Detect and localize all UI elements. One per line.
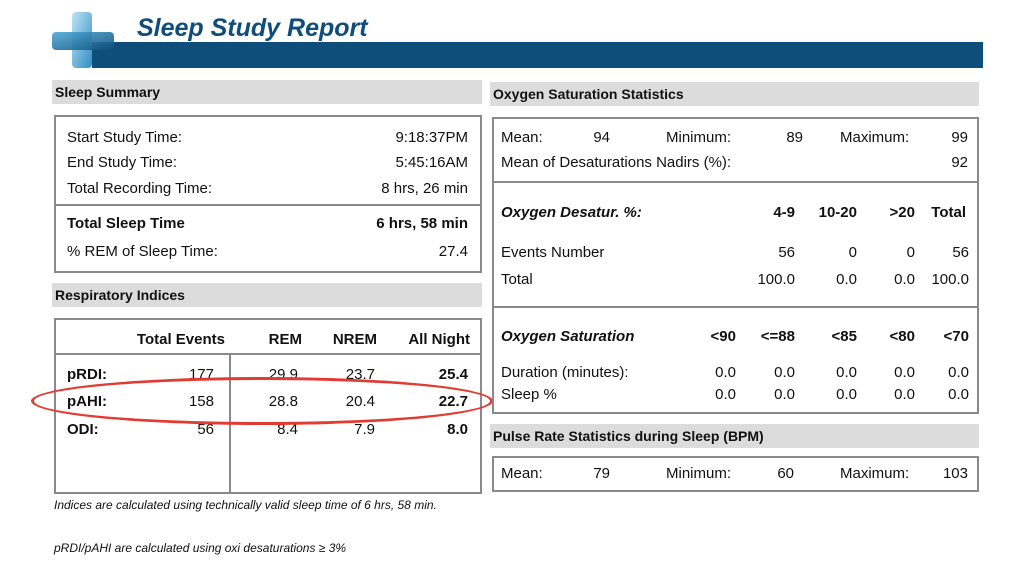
summary-label: Start Study Time: [67, 129, 183, 146]
column-header: <70 [943, 328, 969, 345]
divider [56, 353, 480, 355]
stat-value: 99 [951, 129, 968, 146]
summary-label: Total Recording Time: [67, 180, 213, 197]
divider [494, 306, 977, 308]
page-title: Sleep Study Report [137, 14, 368, 42]
summary-label: % REM of Sleep Time: [67, 243, 218, 260]
table-cell: 0.0 [774, 386, 795, 403]
table-cell: 0.0 [715, 364, 736, 381]
stat-label: Maximum: [840, 129, 910, 146]
column-header: <=88 [760, 328, 795, 345]
summary-value: 5:45:16AM [395, 154, 468, 171]
column-header: 10-20 [818, 204, 857, 221]
column-header: >20 [889, 204, 915, 221]
header-band [92, 42, 983, 68]
saturation-title: Oxygen Saturation [501, 328, 635, 345]
column-header: <80 [889, 328, 915, 345]
column-header: NREM [332, 331, 377, 348]
divider [56, 204, 480, 206]
table-cell: 0 [848, 244, 857, 261]
column-header: REM [268, 331, 302, 348]
stat-label: Mean of Desaturations Nadirs (%): [501, 154, 732, 171]
stat-label: Minimum: [666, 129, 732, 146]
table-cell: 0.0 [894, 271, 915, 288]
column-header: Total [931, 204, 966, 221]
table-cell: 0.0 [774, 364, 795, 381]
table-cell: 8.0 [447, 421, 468, 438]
table-cell: 0.0 [894, 386, 915, 403]
sleep-summary-box [54, 115, 482, 273]
table-cell: 56 [952, 244, 969, 261]
stat-value: 89 [786, 129, 803, 146]
oxygen-box [492, 117, 979, 414]
column-header: Total Events [136, 331, 225, 348]
divider [494, 181, 977, 183]
sleep-summary-header: Sleep Summary [52, 80, 482, 104]
summary-label: Total Sleep Time [67, 215, 185, 232]
summary-value: 9:18:37PM [395, 129, 468, 146]
table-cell: 25.4 [438, 366, 468, 383]
respiratory-indices-header: Respiratory Indices [52, 283, 482, 307]
table-cell: 0.0 [836, 386, 857, 403]
row-label: Sleep % [501, 386, 557, 403]
row-label: Events Number [501, 244, 605, 261]
stat-value: 94 [593, 129, 610, 146]
summary-value: 6 hrs, 58 min [376, 215, 468, 232]
table-cell: 100.0 [757, 271, 795, 288]
row-label: Total [501, 271, 533, 288]
table-cell: 0.0 [948, 386, 969, 403]
row-label: Duration (minutes): [501, 364, 629, 381]
column-header: <85 [831, 328, 857, 345]
summary-value: 27.4 [438, 243, 468, 260]
table-cell: 0.0 [948, 364, 969, 381]
summary-label: End Study Time: [67, 154, 178, 171]
table-cell: 100.0 [931, 271, 969, 288]
footnote: pRDI/pAHI are calculated using oxi desat… [54, 541, 347, 555]
table-cell: 0.0 [715, 386, 736, 403]
stat-value: 103 [942, 465, 968, 482]
summary-value: 8 hrs, 26 min [381, 180, 468, 197]
highlight-ellipse [31, 377, 493, 425]
medical-cross-logo-icon [52, 12, 114, 68]
stat-value: 60 [777, 465, 794, 482]
stat-value: 79 [593, 465, 610, 482]
pulse-rate-header: Pulse Rate Statistics during Sleep (BPM) [490, 424, 979, 448]
row-label: pRDI: [67, 366, 107, 383]
row-label: ODI: [67, 421, 99, 438]
column-header: <90 [710, 328, 736, 345]
stat-label: Mean: [501, 465, 543, 482]
table-cell: 0 [906, 244, 915, 261]
stat-value: 92 [951, 154, 968, 171]
stat-label: Mean: [501, 129, 543, 146]
stat-label: Maximum: [840, 465, 910, 482]
column-header: 4-9 [773, 204, 795, 221]
table-cell: 56 [778, 244, 795, 261]
table-cell: 0.0 [836, 364, 857, 381]
table-cell: 0.0 [836, 271, 857, 288]
desat-title: Oxygen Desatur. %: [501, 204, 642, 221]
oxygen-saturation-header: Oxygen Saturation Statistics [490, 82, 979, 106]
column-header: All Night [408, 331, 470, 348]
stat-label: Minimum: [666, 465, 732, 482]
footnote: Indices are calculated using technically… [54, 498, 437, 512]
table-cell: 7.9 [354, 421, 375, 438]
table-cell: 0.0 [894, 364, 915, 381]
pulse-box [492, 456, 979, 492]
table-cell: 56 [197, 421, 214, 438]
table-cell: 8.4 [277, 421, 298, 438]
